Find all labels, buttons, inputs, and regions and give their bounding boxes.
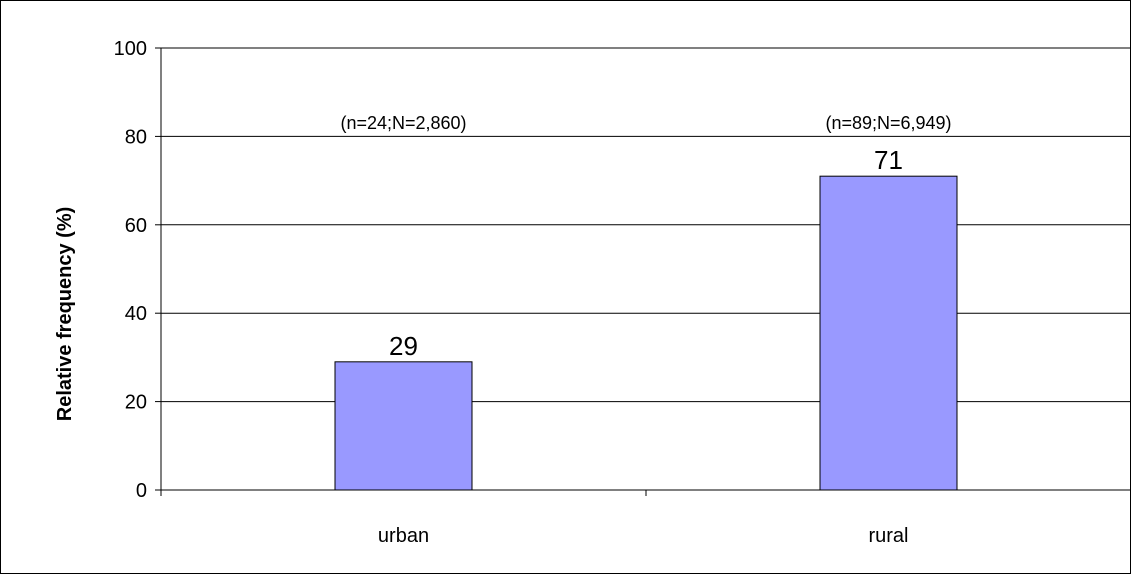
y-tick-label: 80 xyxy=(125,126,147,148)
x-category-label: urban xyxy=(378,525,429,547)
y-tick-label: 0 xyxy=(136,480,147,502)
labels: 29 (n=24;N=2,860) urban 71 (n=89;N=6,949) rur… xyxy=(340,113,951,547)
value-label: 29 xyxy=(389,331,418,361)
y-tick-label: 60 xyxy=(125,215,147,237)
bar-urban xyxy=(334,361,473,491)
annotation-label: (n=89;N=6,949) xyxy=(825,113,951,133)
y-tick-label: 100 xyxy=(114,38,147,60)
y-tick-label: 40 xyxy=(125,303,147,325)
gridlines xyxy=(161,47,1131,403)
x-category-label: rural xyxy=(868,525,908,547)
y-tick-label: 20 xyxy=(125,392,147,414)
y-axis-title: Relative frequency (%) xyxy=(54,207,76,422)
value-label: 71 xyxy=(874,145,903,175)
axes: 0 20 40 60 80 100 xyxy=(114,38,1131,502)
annotation-label: (n=24;N=2,860) xyxy=(340,113,466,133)
bar-rural xyxy=(819,175,958,491)
bars xyxy=(334,175,958,491)
